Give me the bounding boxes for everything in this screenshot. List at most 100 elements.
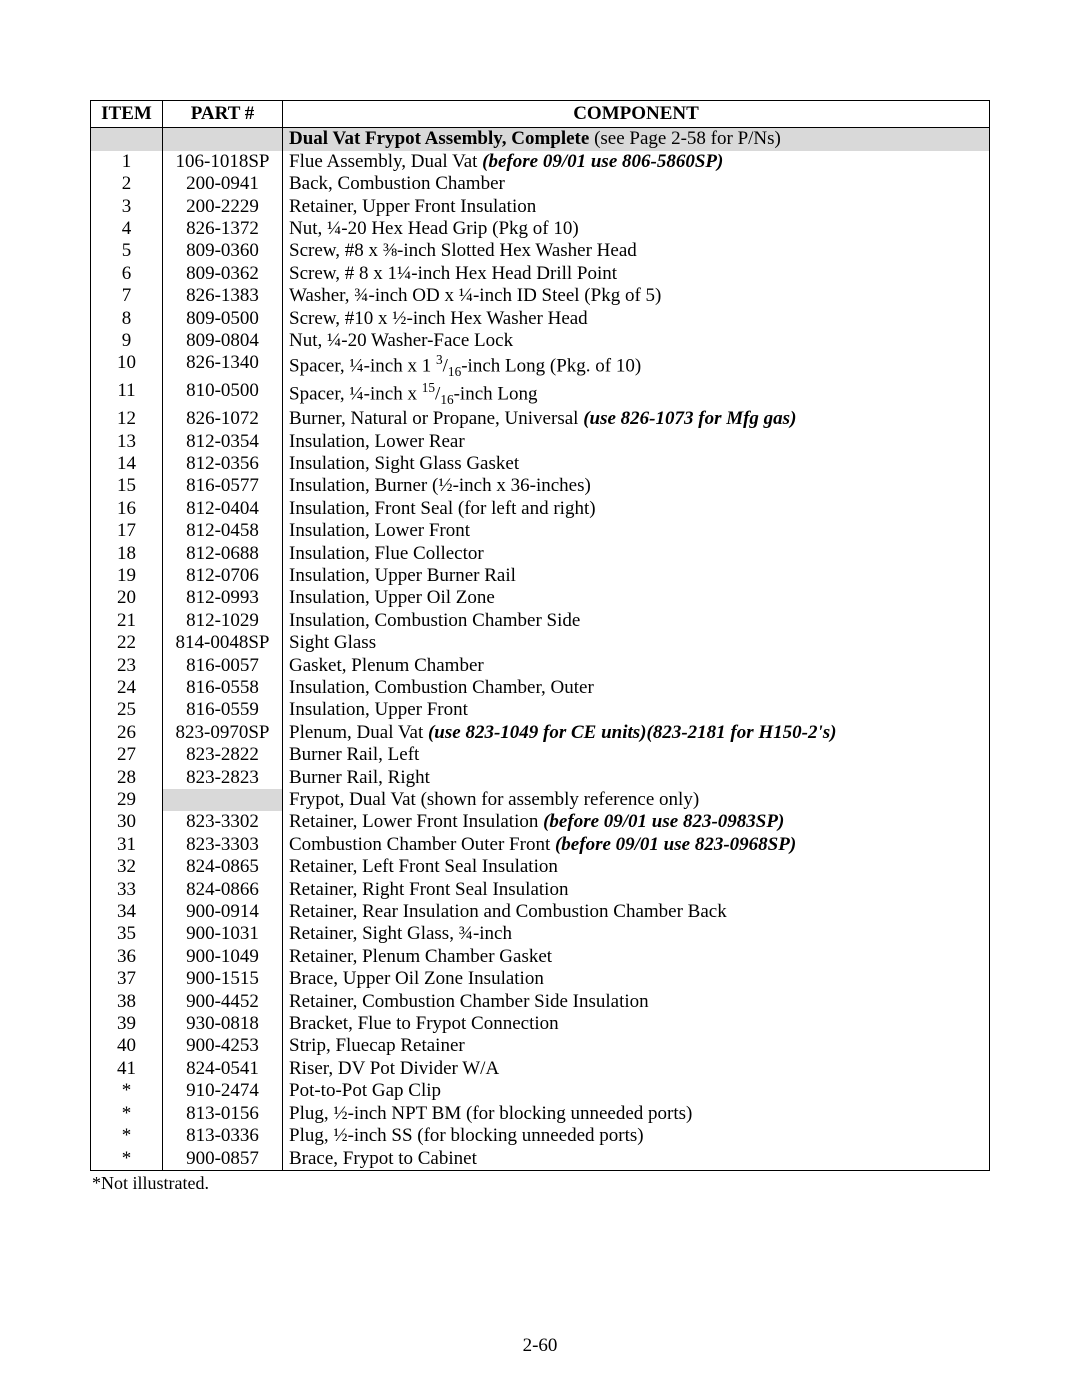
cell-part: 823-3303 bbox=[163, 834, 283, 856]
cell-item: 6 bbox=[91, 263, 163, 285]
cell-item: 38 bbox=[91, 991, 163, 1013]
cell-item: 37 bbox=[91, 968, 163, 990]
cell-item: 21 bbox=[91, 610, 163, 632]
table-row: 19812-0706Insulation, Upper Burner Rail bbox=[91, 565, 990, 587]
cell-component: Retainer, Rear Insulation and Combustion… bbox=[283, 901, 990, 923]
cell-component: Nut, ¼-20 Washer-Face Lock bbox=[283, 330, 990, 352]
cell-part: 826-1340 bbox=[163, 352, 283, 380]
table-row: 31823-3303Combustion Chamber Outer Front… bbox=[91, 834, 990, 856]
cell-part: 812-0404 bbox=[163, 498, 283, 520]
cell-component: Riser, DV Pot Divider W/A bbox=[283, 1058, 990, 1080]
cell-part: 910-2474 bbox=[163, 1080, 283, 1102]
cell-part: 812-0706 bbox=[163, 565, 283, 587]
table-row: 36900-1049Retainer, Plenum Chamber Gaske… bbox=[91, 946, 990, 968]
table-row: *813-0336Plug, ½-inch SS (for blocking u… bbox=[91, 1125, 990, 1147]
cell-component: Frypot, Dual Vat (shown for assembly ref… bbox=[283, 789, 990, 811]
cell-item: 15 bbox=[91, 475, 163, 497]
cell-part: 826-1383 bbox=[163, 285, 283, 307]
cell-component: Retainer, Combustion Chamber Side Insula… bbox=[283, 991, 990, 1013]
table-row: 26823-0970SPPlenum, Dual Vat (use 823-10… bbox=[91, 722, 990, 744]
table-row: 4826-1372Nut, ¼-20 Hex Head Grip (Pkg of… bbox=[91, 218, 990, 240]
cell-part bbox=[163, 789, 283, 811]
cell-component: Plug, ½-inch SS (for blocking unneeded p… bbox=[283, 1125, 990, 1147]
table-row: 1106-1018SPFlue Assembly, Dual Vat (befo… bbox=[91, 151, 990, 173]
table-row: 13812-0354Insulation, Lower Rear bbox=[91, 431, 990, 453]
table-row: 40900-4253Strip, Fluecap Retainer bbox=[91, 1035, 990, 1057]
cell-component: Pot-to-Pot Gap Clip bbox=[283, 1080, 990, 1102]
cell-part: 823-3302 bbox=[163, 811, 283, 833]
table-row: 7826-1383Washer, ¾-inch OD x ¼-inch ID S… bbox=[91, 285, 990, 307]
cell-component: Screw, #8 x ⅜-inch Slotted Hex Washer He… bbox=[283, 240, 990, 262]
cell-part: 812-0993 bbox=[163, 587, 283, 609]
cell-component: Insulation, Front Seal (for left and rig… bbox=[283, 498, 990, 520]
cell-item: 29 bbox=[91, 789, 163, 811]
cell-part: 930-0818 bbox=[163, 1013, 283, 1035]
cell-part: 812-0688 bbox=[163, 543, 283, 565]
cell-item: 26 bbox=[91, 722, 163, 744]
cell-component: Sight Glass bbox=[283, 632, 990, 654]
cell-item: 22 bbox=[91, 632, 163, 654]
cell-component: Burner Rail, Right bbox=[283, 767, 990, 789]
cell-part: 816-0559 bbox=[163, 699, 283, 721]
cell-part: 809-0362 bbox=[163, 263, 283, 285]
cell-item: 9 bbox=[91, 330, 163, 352]
table-row: 30823-3302Retainer, Lower Front Insulati… bbox=[91, 811, 990, 833]
cell-item: 14 bbox=[91, 453, 163, 475]
cell-part: 809-0804 bbox=[163, 330, 283, 352]
cell-component: Insulation, Lower Front bbox=[283, 520, 990, 542]
cell-item: 19 bbox=[91, 565, 163, 587]
cell-component: Washer, ¾-inch OD x ¼-inch ID Steel (Pkg… bbox=[283, 285, 990, 307]
table-row: 8809-0500Screw, #10 x ½-inch Hex Washer … bbox=[91, 308, 990, 330]
table-row: 32824-0865Retainer, Left Front Seal Insu… bbox=[91, 856, 990, 878]
cell-part: 812-0458 bbox=[163, 520, 283, 542]
cell-part: 810-0500 bbox=[163, 380, 283, 408]
cell-item: 5 bbox=[91, 240, 163, 262]
cell-component: Retainer, Right Front Seal Insulation bbox=[283, 879, 990, 901]
cell-item: 11 bbox=[91, 380, 163, 408]
table-row: 39930-0818Bracket, Flue to Frypot Connec… bbox=[91, 1013, 990, 1035]
cell-component: Flue Assembly, Dual Vat (before 09/01 us… bbox=[283, 151, 990, 173]
assembly-title-row: Dual Vat Frypot Assembly, Complete (see … bbox=[91, 128, 990, 151]
cell-component: Burner Rail, Left bbox=[283, 744, 990, 766]
cell-item: 20 bbox=[91, 587, 163, 609]
footnote: *Not illustrated. bbox=[92, 1173, 990, 1194]
cell-component: Bracket, Flue to Frypot Connection bbox=[283, 1013, 990, 1035]
header-part: PART # bbox=[163, 101, 283, 128]
cell-item: 28 bbox=[91, 767, 163, 789]
cell-item: * bbox=[91, 1103, 163, 1125]
cell-item: 4 bbox=[91, 218, 163, 240]
cell-part: 816-0057 bbox=[163, 655, 283, 677]
header-item: ITEM bbox=[91, 101, 163, 128]
cell-part: 812-0356 bbox=[163, 453, 283, 475]
cell-item: 1 bbox=[91, 151, 163, 173]
cell-item: 10 bbox=[91, 352, 163, 380]
table-row: 34900-0914Retainer, Rear Insulation and … bbox=[91, 901, 990, 923]
cell-component: Screw, # 8 x 1¼-inch Hex Head Drill Poin… bbox=[283, 263, 990, 285]
table-row: *910-2474Pot-to-Pot Gap Clip bbox=[91, 1080, 990, 1102]
table-row: 6809-0362Screw, # 8 x 1¼-inch Hex Head D… bbox=[91, 263, 990, 285]
cell-item: 39 bbox=[91, 1013, 163, 1035]
table-row: 18812-0688Insulation, Flue Collector bbox=[91, 543, 990, 565]
cell-item: 17 bbox=[91, 520, 163, 542]
cell-part: 824-0865 bbox=[163, 856, 283, 878]
table-row: *900-0857Brace, Frypot to Cabinet bbox=[91, 1148, 990, 1171]
cell-item: 41 bbox=[91, 1058, 163, 1080]
table-row: 10826-1340Spacer, ¼-inch x 1 3/16-inch L… bbox=[91, 352, 990, 380]
cell-part: 816-0558 bbox=[163, 677, 283, 699]
cell-item: 35 bbox=[91, 923, 163, 945]
cell-part: 823-0970SP bbox=[163, 722, 283, 744]
cell-item: 8 bbox=[91, 308, 163, 330]
cell-component: Spacer, ¼-inch x 15/16-inch Long bbox=[283, 380, 990, 408]
cell-component: Retainer, Left Front Seal Insulation bbox=[283, 856, 990, 878]
header-component: COMPONENT bbox=[283, 101, 990, 128]
cell-item: * bbox=[91, 1080, 163, 1102]
cell-item: 13 bbox=[91, 431, 163, 453]
table-row: 16812-0404Insulation, Front Seal (for le… bbox=[91, 498, 990, 520]
cell-part: 824-0866 bbox=[163, 879, 283, 901]
cell-part: 900-1515 bbox=[163, 968, 283, 990]
cell-component: Insulation, Upper Oil Zone bbox=[283, 587, 990, 609]
table-row: 37900-1515Brace, Upper Oil Zone Insulati… bbox=[91, 968, 990, 990]
cell-item: 40 bbox=[91, 1035, 163, 1057]
table-row: 20812-0993Insulation, Upper Oil Zone bbox=[91, 587, 990, 609]
cell-part: 823-2823 bbox=[163, 767, 283, 789]
